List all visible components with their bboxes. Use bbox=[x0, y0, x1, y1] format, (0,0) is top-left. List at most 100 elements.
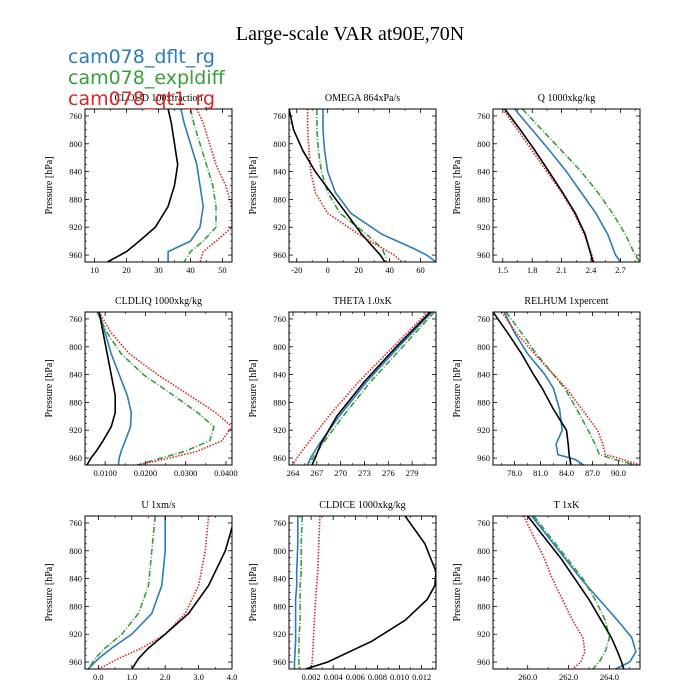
panel-8-ytick-label: 880 bbox=[273, 601, 286, 611]
panel-7-ylabel: Pressure [hPa] bbox=[44, 563, 55, 621]
panel-9-ylabel: Pressure [hPa] bbox=[452, 563, 463, 621]
panel-4-ytick-label: 800 bbox=[69, 342, 82, 352]
panel-1-xtick-label: 30 bbox=[154, 265, 163, 275]
panel-3-ytick-label: 800 bbox=[477, 139, 490, 149]
panel-1-series-4-line bbox=[107, 109, 179, 262]
panel-3-series-4-line bbox=[504, 109, 594, 262]
panel-4-series-2-line bbox=[96, 312, 215, 465]
panel-2-ylabel: Pressure [hPa] bbox=[248, 156, 259, 214]
panel-9-frame bbox=[492, 515, 641, 670]
panel-grid: 760 800 840 880 920 960 10 20 30 40 50 CLOUD 100xfr… bbox=[44, 93, 641, 682]
legend-entry-1: cam078_dflt_rg bbox=[68, 46, 215, 68]
panel-3-xtick-label: 2.4 bbox=[586, 265, 597, 275]
panel-6-xtick-label: 90.0 bbox=[611, 468, 626, 478]
panel-4-ylabel: Pressure [hPa] bbox=[44, 359, 55, 417]
panel-2-xtick-label: 60 bbox=[416, 265, 425, 275]
panel-5-ytick-label: 760 bbox=[273, 314, 286, 324]
panel-2-series-3-line bbox=[306, 109, 403, 262]
panel-4-xtick-label: 0.0100 bbox=[93, 468, 116, 478]
panel-7-xtick-label: 3.0 bbox=[193, 672, 204, 682]
panel-1-series-1-line bbox=[167, 109, 205, 262]
panel-8-ytick-label: 760 bbox=[273, 518, 286, 528]
panel-5-xtick-label: 273 bbox=[358, 468, 371, 478]
legend-entry-2: cam078_expldiff bbox=[68, 67, 226, 89]
panel-5-ytick-label: 960 bbox=[273, 453, 286, 463]
panel-8-series-3-line bbox=[310, 516, 321, 669]
panel-9-ytick-label: 880 bbox=[477, 601, 490, 611]
panel-2-xtick-label: 40 bbox=[385, 265, 394, 275]
panel-8-xtick-label: 0.008 bbox=[368, 672, 387, 682]
panel-7-series-2-line bbox=[87, 516, 156, 669]
panel-4-xtick-label: 0.0200 bbox=[134, 468, 157, 478]
panel-6-title: RELHUM 1xpercent bbox=[524, 296, 608, 307]
panel-7-ytick-label: 800 bbox=[69, 546, 82, 556]
panel-8-xtick-label: 0.010 bbox=[390, 672, 409, 682]
panel-3-ytick-label: 760 bbox=[477, 111, 490, 121]
panel-6-series-4-line bbox=[493, 312, 572, 465]
panel-3-ytick-label: 920 bbox=[477, 222, 490, 232]
panel-9-ytick-label: 800 bbox=[477, 546, 490, 556]
panel-4-series-1-line bbox=[98, 312, 133, 465]
panel-1-ytick-label: 840 bbox=[69, 167, 82, 177]
panel-1-series-2-line bbox=[183, 109, 217, 262]
figure-title: Large-scale VAR at90E,70N bbox=[236, 23, 464, 45]
panel-5-xtick-label: 279 bbox=[406, 468, 419, 478]
panel-2-xtick-label: -20 bbox=[291, 265, 302, 275]
panel-6-xtick-label: 78.0 bbox=[507, 468, 522, 478]
panel-3-ytick-label: 960 bbox=[477, 250, 490, 260]
panel-1-xtick-label: 20 bbox=[122, 265, 131, 275]
panel-5-ytick-label: 800 bbox=[273, 342, 286, 352]
panel-6-ytick-label: 760 bbox=[477, 314, 490, 324]
panel-7-xtick-label: 0.0 bbox=[93, 672, 104, 682]
panel-2-xtick-label: 20 bbox=[354, 265, 363, 275]
panel-8-xtick-label: 0.006 bbox=[346, 672, 365, 682]
panel-1-series-3-line bbox=[196, 109, 232, 262]
panel-9-series-1-line bbox=[531, 516, 637, 669]
panel-1-xtick-label: 50 bbox=[218, 265, 227, 275]
panel-2-series-1-line bbox=[322, 109, 436, 262]
panel-7-title: U 1xm/s bbox=[141, 500, 175, 511]
panel-5-xtick-label: 276 bbox=[382, 468, 395, 478]
panel-7-xtick-label: 2.0 bbox=[160, 672, 171, 682]
panel-9-series-2-line bbox=[533, 516, 611, 669]
panel-6-xtick-label: 81.0 bbox=[533, 468, 548, 478]
panel-9-series-4-line bbox=[527, 516, 625, 669]
panel-9-ytick-label: 760 bbox=[477, 518, 490, 528]
panel-2-ytick-label: 920 bbox=[273, 222, 286, 232]
panel-5-ytick-label: 920 bbox=[273, 425, 286, 435]
panel-2-frame bbox=[288, 108, 437, 263]
panel-7-xtick-label: 1.0 bbox=[126, 672, 137, 682]
panel-1-xtick-label: 10 bbox=[90, 265, 99, 275]
panel-1-ytick-label: 960 bbox=[69, 250, 82, 260]
panel-7-xtick-label: 4.0 bbox=[227, 672, 238, 682]
panel-4-ytick-label: 920 bbox=[69, 425, 82, 435]
panel-2-ytick-label: 800 bbox=[273, 139, 286, 149]
panel-4-xtick-label: 0.0300 bbox=[174, 468, 197, 478]
panel-5-title: THETA 1.0xK bbox=[333, 296, 392, 307]
panel-5-ytick-label: 880 bbox=[273, 397, 286, 407]
panel-6: 760 800 840 880 920 960 78.0 81.0 84.0 87.0 90.0 RE… bbox=[452, 296, 641, 478]
panel-7: 760 800 840 880 920 960 0.0 1.0 2.0 3.0 4.0 U 1xm/s… bbox=[44, 500, 237, 682]
panel-1-title: CLOUD 100xfraction bbox=[114, 93, 202, 104]
panel-7-ytick-label: 880 bbox=[69, 601, 82, 611]
panel-8-ytick-label: 800 bbox=[273, 546, 286, 556]
panel-2-series-4-line bbox=[289, 109, 386, 262]
panel-3-ytick-label: 880 bbox=[477, 194, 490, 204]
panel-9-ytick-label: 960 bbox=[477, 657, 490, 667]
panel-6-ytick-label: 800 bbox=[477, 342, 490, 352]
panel-3-xtick-label: 2.1 bbox=[556, 265, 567, 275]
panel-9-xtick-label: 260.0 bbox=[518, 672, 537, 682]
panel-2-ytick-label: 760 bbox=[273, 111, 286, 121]
panel-5-ylabel: Pressure [hPa] bbox=[248, 359, 259, 417]
panel-6-ylabel: Pressure [hPa] bbox=[452, 359, 463, 417]
panel-7-series-4-line bbox=[131, 524, 232, 669]
panel-2-xtick-label: 0 bbox=[326, 265, 330, 275]
panel-8-ytick-label: 960 bbox=[273, 657, 286, 667]
panel-8-xtick-label: 0.002 bbox=[302, 672, 321, 682]
panel-2-ytick-label: 960 bbox=[273, 250, 286, 260]
panel-6-ytick-label: 960 bbox=[477, 453, 490, 463]
panel-4: 760 800 840 880 920 960 0.0100 0.0200 0.0300 0.04… bbox=[44, 296, 238, 478]
panel-1-xtick-label: 40 bbox=[186, 265, 195, 275]
